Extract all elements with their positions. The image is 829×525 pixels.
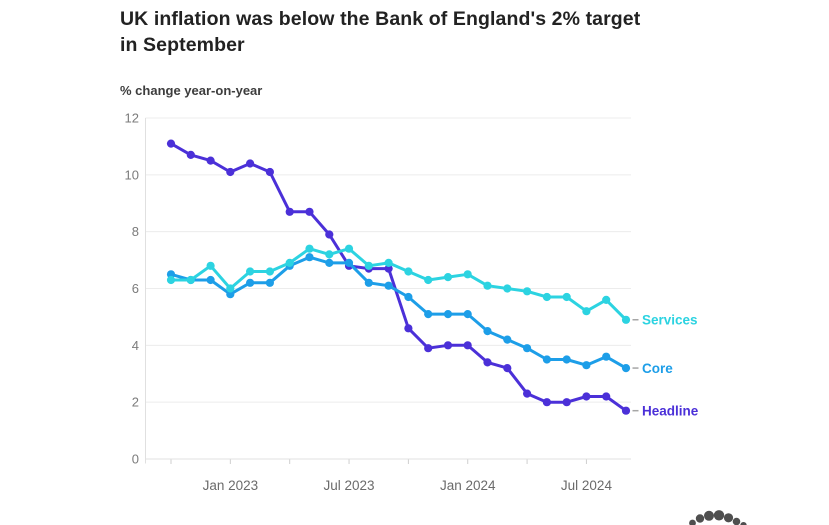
data-point-services — [206, 261, 215, 270]
data-point-core — [166, 270, 176, 279]
data-point-headline — [285, 207, 294, 216]
data-point-core — [305, 253, 314, 262]
data-point-headline — [404, 324, 413, 333]
data-point-headline — [463, 341, 472, 350]
y-axis-tick-label: 12 — [125, 111, 139, 126]
logo-dot — [695, 514, 705, 523]
x-axis-tick-label: Jan 2023 — [203, 478, 259, 493]
data-point-core — [602, 352, 611, 361]
data-point-core — [384, 281, 393, 290]
data-point-core — [344, 258, 354, 267]
data-point-services — [364, 261, 373, 270]
data-point-core — [246, 278, 255, 287]
y-axis-tick-label: 4 — [132, 338, 139, 353]
data-point-services — [285, 258, 294, 267]
data-point-headline — [503, 364, 512, 373]
brand-dots-logo — [689, 510, 747, 525]
data-point-headline — [246, 159, 255, 168]
series-line-services — [169, 247, 628, 322]
data-point-services — [325, 250, 334, 259]
data-point-headline — [621, 406, 631, 415]
x-axis-tick-label: Jul 2023 — [324, 478, 375, 493]
data-point-services — [621, 315, 631, 324]
data-point-core — [325, 258, 334, 267]
data-point-core — [463, 310, 472, 319]
data-point-headline — [166, 139, 176, 148]
data-point-services — [463, 270, 472, 279]
data-point-headline — [602, 392, 611, 401]
data-point-core — [542, 355, 552, 364]
series-line-core — [169, 255, 628, 370]
logo-dot — [740, 522, 747, 525]
data-point-services — [404, 267, 413, 276]
data-point-services — [523, 287, 532, 296]
data-point-headline — [325, 230, 334, 239]
data-point-services — [265, 267, 274, 276]
logo-dot — [689, 519, 696, 525]
data-point-services — [226, 284, 235, 293]
data-point-headline — [226, 167, 235, 177]
data-point-core — [424, 310, 433, 319]
data-point-core — [443, 310, 453, 319]
data-point-headline — [523, 389, 532, 398]
data-point-services — [305, 244, 314, 253]
data-point-headline — [542, 398, 552, 407]
data-point-headline — [483, 358, 492, 367]
legend-label-services: Services — [642, 313, 698, 328]
data-point-services — [246, 267, 255, 276]
data-point-services — [344, 244, 354, 253]
data-point-headline — [443, 341, 453, 350]
data-point-core — [364, 278, 373, 287]
data-point-core — [483, 327, 492, 336]
data-point-core — [621, 364, 631, 373]
logo-dot — [732, 517, 741, 525]
y-axis-tick-label: 10 — [125, 167, 139, 182]
data-point-services — [582, 307, 591, 316]
y-axis-unit-label: % change year-on-year — [120, 83, 263, 98]
series-line-headline — [169, 142, 628, 413]
data-point-headline — [186, 150, 195, 159]
data-point-headline — [305, 207, 314, 216]
data-point-core — [562, 355, 571, 364]
y-axis-tick-label: 6 — [132, 281, 139, 296]
data-point-services — [443, 273, 453, 282]
data-point-core — [404, 292, 413, 302]
logo-dot — [723, 513, 734, 523]
data-point-services — [186, 275, 195, 285]
data-point-headline — [424, 344, 433, 353]
data-point-headline — [384, 264, 393, 273]
data-point-services — [562, 292, 571, 302]
data-point-core — [226, 290, 235, 299]
data-point-services — [483, 281, 492, 290]
y-axis-tick-label: 2 — [132, 395, 139, 410]
page-title-line1: UK inflation was below the Bank of Engla… — [120, 8, 641, 30]
y-axis-tick-label: 8 — [132, 224, 139, 239]
data-point-headline — [206, 156, 215, 165]
logo-dot — [713, 510, 725, 521]
legend-label-headline: Headline — [642, 403, 699, 418]
data-point-headline — [582, 392, 591, 401]
data-point-core — [523, 344, 532, 353]
x-axis-tick-label: Jan 2024 — [440, 478, 496, 493]
data-point-core — [265, 278, 274, 287]
page-title: UK inflation was below the Bank of Engla… — [120, 6, 760, 58]
data-point-core — [503, 335, 512, 344]
logo-dot — [704, 510, 714, 521]
page-title-line2: in September — [120, 34, 245, 56]
data-point-services — [542, 292, 552, 302]
data-point-core — [582, 361, 591, 370]
x-axis-tick-label: Jul 2024 — [561, 478, 613, 493]
legend-label-core: Core — [642, 361, 673, 376]
y-axis-tick-label: 0 — [132, 452, 139, 467]
data-point-core — [206, 275, 215, 285]
data-point-headline — [562, 398, 571, 407]
data-point-headline — [265, 167, 274, 177]
data-point-services — [384, 258, 393, 267]
data-point-services — [166, 275, 176, 285]
data-point-services — [503, 284, 512, 293]
data-point-services — [602, 295, 611, 304]
data-point-services — [424, 275, 433, 285]
